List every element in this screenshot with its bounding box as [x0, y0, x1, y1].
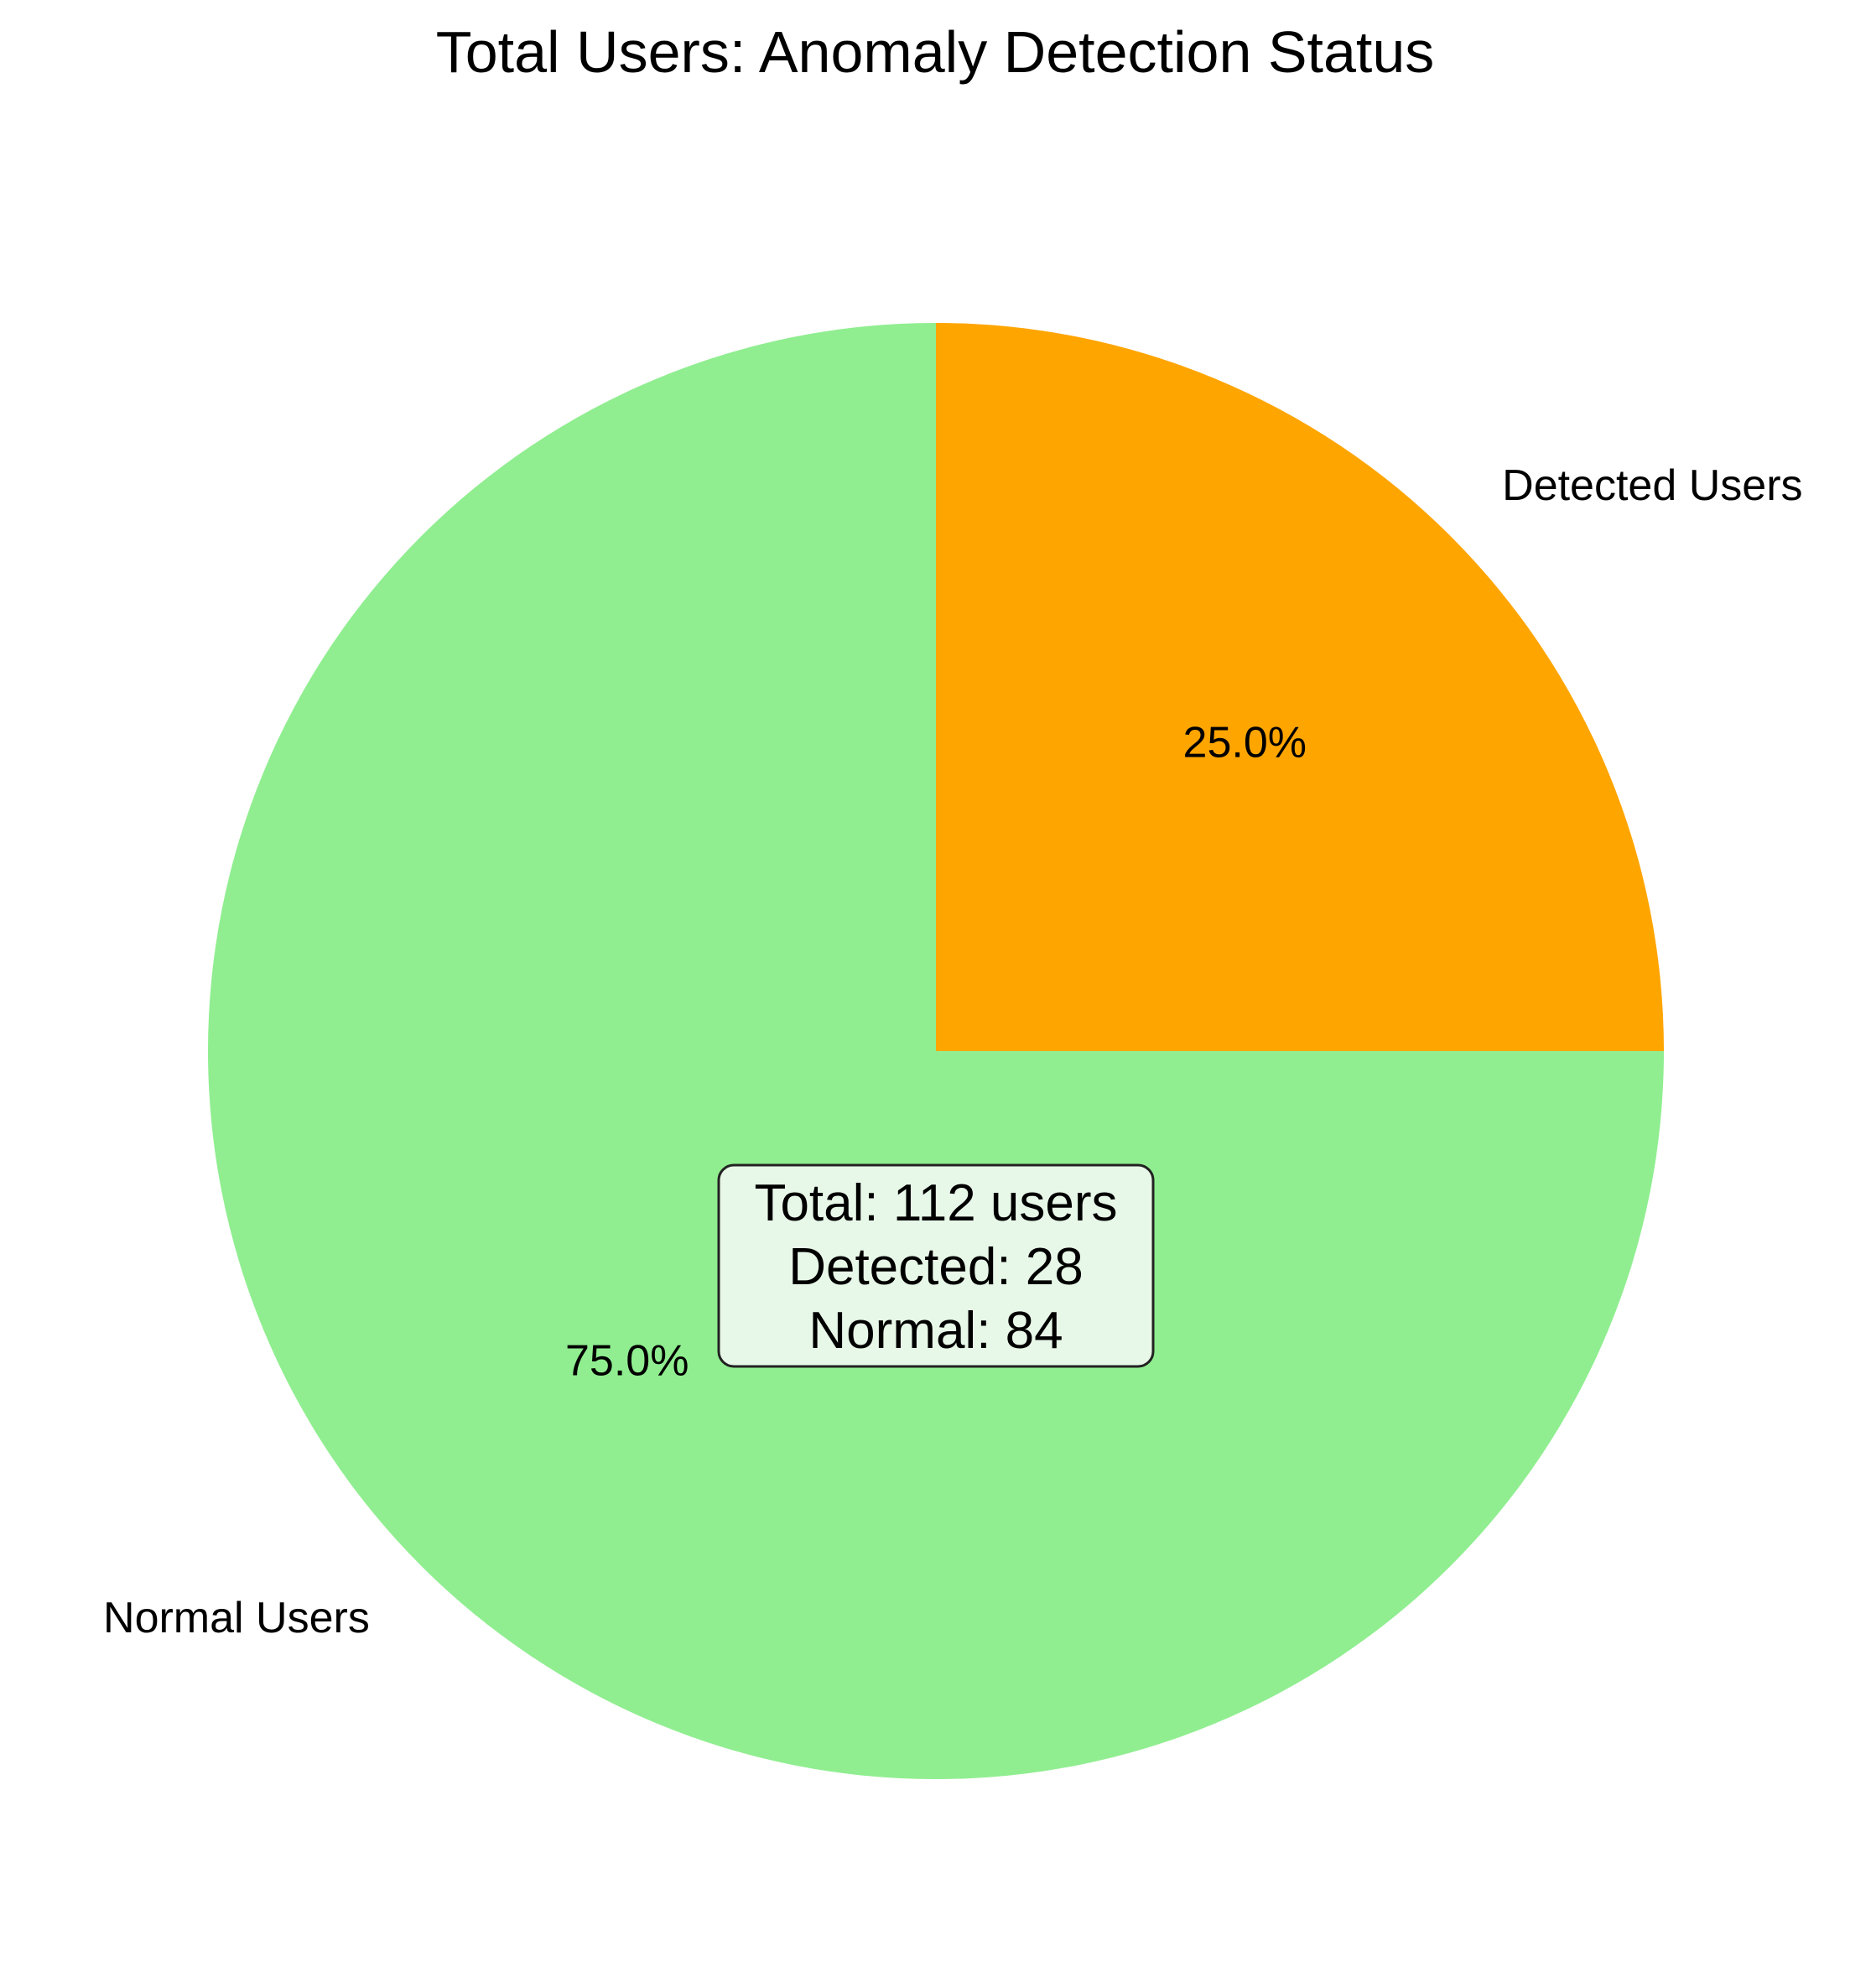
- slice-label-1: Normal Users: [103, 1594, 370, 1642]
- pie-slice-normal-users: [208, 323, 1664, 1779]
- slice-label-0: Detected Users: [1502, 461, 1802, 510]
- summary-box: Total: 112 users Detected: 28 Normal: 84: [717, 1163, 1155, 1368]
- pie-slices: [208, 323, 1664, 1779]
- pie-slice-detected-users: [936, 323, 1664, 1051]
- summary-detected: Detected: 28: [788, 1238, 1084, 1296]
- summary-total: Total: 112 users: [754, 1174, 1117, 1232]
- chart-title: Total Users: Anomaly Detection Status: [436, 19, 1435, 85]
- percent-label-1: 75.0%: [565, 1336, 689, 1385]
- percent-label-0: 25.0%: [1183, 719, 1307, 768]
- summary-box-frame: [717, 1163, 1155, 1368]
- slice-labels: Detected Users Normal Users: [103, 461, 1802, 1642]
- summary-normal: Normal: 84: [808, 1302, 1063, 1360]
- percent-labels: 25.0% 75.0%: [565, 719, 1307, 1386]
